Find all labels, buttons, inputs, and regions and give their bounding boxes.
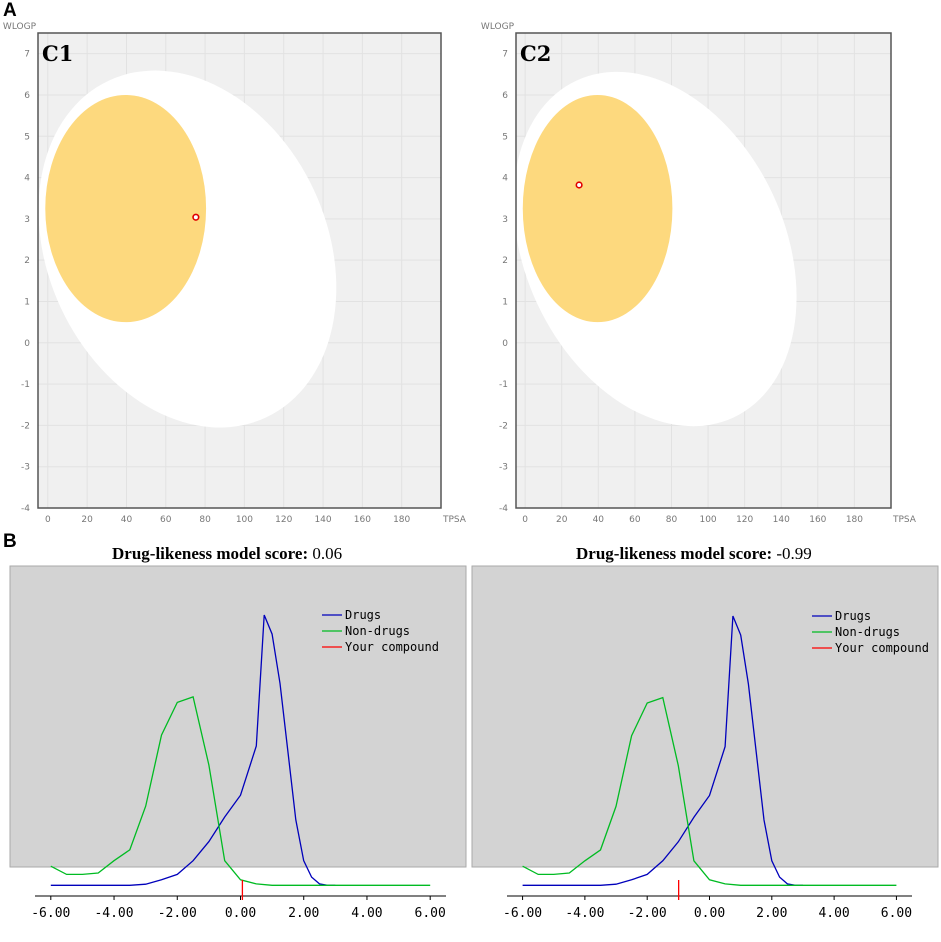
x-axis-label: TPSA: [442, 515, 467, 525]
legend-label: Non-drugs: [835, 625, 900, 639]
x-tick-label: 160: [809, 515, 826, 525]
y-tick-label: -4: [499, 504, 508, 514]
legend-label: Non-drugs: [345, 624, 410, 638]
x-tick-label: 180: [846, 515, 863, 525]
x-tick-label: 60: [629, 515, 641, 525]
x-tick-label: -6.00: [31, 906, 70, 921]
legend-label: Your compound: [835, 641, 929, 655]
egg-yolk-region: [45, 94, 207, 323]
y-tick-label: 2: [24, 256, 30, 266]
x-tick-label: -4.00: [565, 906, 604, 921]
panel-a-label: A: [3, 0, 17, 21]
compound-id-label: C2: [520, 41, 551, 66]
y-tick-label: -4: [21, 504, 30, 514]
x-tick-label: 2.00: [288, 906, 319, 921]
x-tick-label: 20: [81, 515, 93, 525]
y-tick-label: -2: [21, 421, 30, 431]
boiled-egg-chart-c1: 0 20 40 60 80 100 120 140 160 180 7 6 5 4 3 2 1 0 -1 -2 -3 -4…: [3, 22, 467, 525]
y-tick-label: 1: [24, 297, 30, 307]
x-tick-label: 80: [666, 515, 678, 525]
y-tick-label: 5: [24, 132, 30, 142]
chart-background: [9, 565, 467, 868]
boiled-egg-chart-c2: 0 20 40 60 80 100 120 140 160 180 7 6 5 4 3 2 1 0 -1 -2 -3 -4…: [481, 22, 917, 525]
y-tick-label: -3: [21, 463, 30, 473]
y-tick-label: -1: [499, 380, 508, 390]
drug-likeness-chart-1: -6.00 -4.00 -2.00 0.00 2.00 4.00 6.00 Drugs Non-…: [9, 565, 467, 921]
x-tick-label: 40: [593, 515, 605, 525]
x-tick-label: 160: [354, 515, 371, 525]
y-tick-label: 7: [24, 50, 30, 60]
compound-id-label: C1: [42, 41, 73, 66]
y-tick-label: 0: [502, 339, 508, 349]
y-tick-label: 3: [24, 215, 30, 225]
x-tick-label: 120: [275, 515, 292, 525]
x-tick-label: -4.00: [94, 906, 133, 921]
series-line-drugs: [522, 615, 803, 886]
legend-label: Drugs: [835, 609, 871, 623]
drug-likeness-title-1: Drug-likeness model score: 0.06: [112, 544, 342, 564]
y-tick-label: 6: [24, 91, 30, 101]
plot-frame: [37, 32, 442, 509]
x-tick-label: 100: [236, 515, 253, 525]
x-tick-label: 100: [699, 515, 716, 525]
y-tick-label: -3: [499, 463, 508, 473]
y-tick-label: 6: [502, 91, 508, 101]
x-tick-label: -6.00: [503, 906, 542, 921]
series-line-drugs: [50, 614, 336, 886]
y-tick-label: 4: [24, 174, 30, 184]
y-axis-label: WLOGP: [3, 22, 37, 32]
y-tick-label: 4: [502, 174, 508, 184]
x-tick-label: 80: [199, 515, 211, 525]
x-axis-label: TPSA: [892, 515, 917, 525]
y-tick-label: 7: [502, 50, 508, 60]
compound-point: [192, 213, 200, 221]
panel-b-label: B: [3, 531, 17, 552]
y-tick-label: 5: [502, 132, 508, 142]
legend-label: Your compound: [345, 640, 439, 654]
chart-background: [471, 565, 939, 868]
drug-likeness-score-1: 0.06: [312, 544, 343, 563]
x-tick-label: 60: [160, 515, 172, 525]
x-tick-label: 140: [314, 515, 331, 525]
x-tick-label: 20: [556, 515, 568, 525]
y-tick-label: -2: [499, 421, 508, 431]
x-tick-label: 40: [121, 515, 133, 525]
x-tick-label: -2.00: [158, 906, 197, 921]
x-tick-label: 6.00: [881, 906, 912, 921]
x-tick-label: 180: [393, 515, 410, 525]
drug-likeness-title-label-2: Drug-likeness model score:: [576, 544, 773, 563]
y-tick-label: 1: [502, 297, 508, 307]
y-tick-label: 2: [502, 256, 508, 266]
y-tick-label: 3: [502, 215, 508, 225]
x-tick-label: 0: [45, 515, 51, 525]
drug-likeness-title-2: Drug-likeness model score: -0.99: [576, 544, 812, 564]
x-tick-label: 0.00: [694, 906, 725, 921]
series-line-non-drugs: [50, 696, 431, 886]
drug-likeness-chart-2: -6.00 -4.00 -2.00 0.00 2.00 4.00 6.00 Drugs Non-…: [471, 565, 939, 921]
compound-point: [575, 181, 583, 189]
egg-yolk-region: [522, 94, 673, 323]
legend-label: Drugs: [345, 608, 381, 622]
x-tick-label: 2.00: [756, 906, 787, 921]
y-axis-label: WLOGP: [481, 22, 515, 32]
x-tick-label: 4.00: [351, 906, 382, 921]
drug-likeness-title-label-1: Drug-likeness model score:: [112, 544, 309, 563]
drug-likeness-score-2: -0.99: [776, 544, 812, 563]
y-tick-label: 0: [24, 339, 30, 349]
plot-frame: [515, 32, 892, 509]
x-tick-label: 0.00: [225, 906, 256, 921]
x-tick-label: 4.00: [818, 906, 849, 921]
series-line-non-drugs: [522, 696, 897, 886]
x-tick-label: 140: [773, 515, 790, 525]
x-tick-label: -2.00: [628, 906, 667, 921]
x-tick-label: 6.00: [415, 906, 446, 921]
x-tick-label: 0: [522, 515, 528, 525]
x-tick-label: 120: [736, 515, 753, 525]
y-tick-label: -1: [21, 380, 30, 390]
